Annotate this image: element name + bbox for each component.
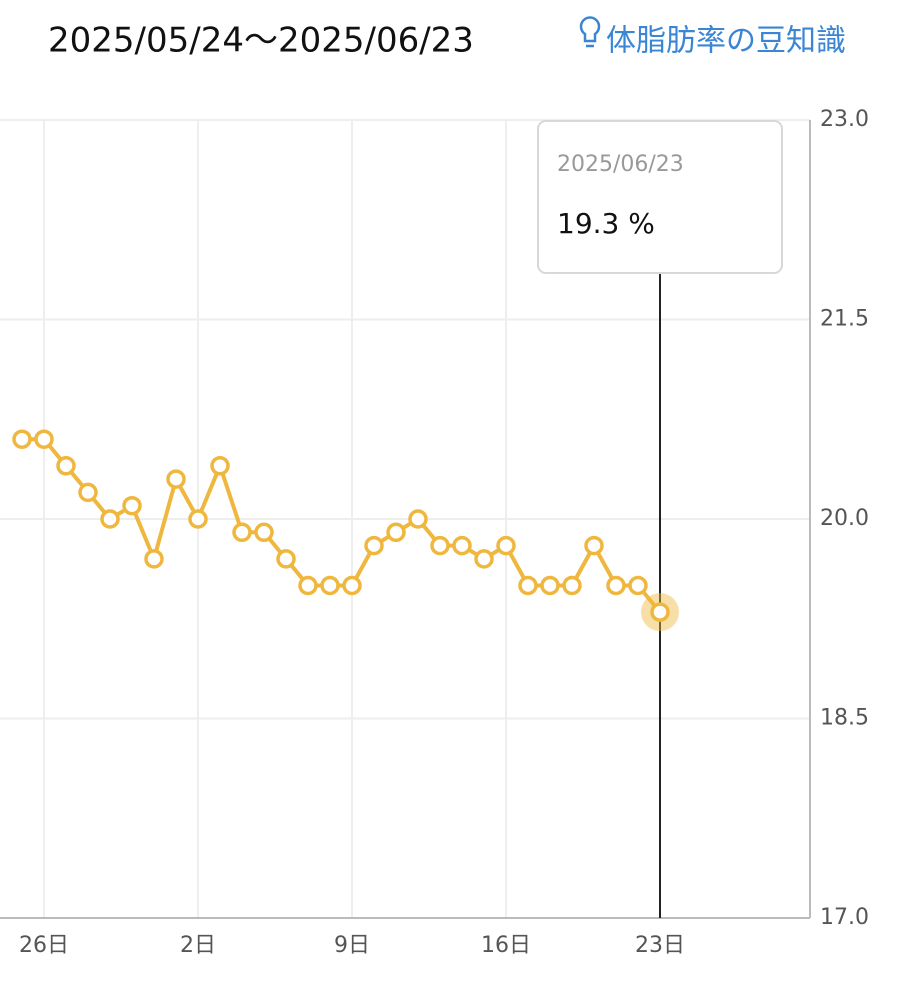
tooltip-date: 2025/06/23	[557, 152, 684, 177]
data-point	[540, 575, 560, 596]
data-point	[584, 535, 604, 556]
x-tick-label: 9日	[334, 933, 370, 958]
data-point	[452, 535, 472, 556]
data-point	[232, 522, 252, 543]
link-text[interactable]: 体脂肪率の豆知識	[606, 24, 846, 59]
data-point	[298, 575, 318, 596]
data-point	[430, 535, 450, 556]
x-tick-label: 23日	[635, 933, 685, 958]
data-point	[254, 522, 274, 543]
data-point	[408, 509, 428, 529]
data-point	[12, 429, 32, 449]
date-range: 2025/05/24～2025/06/23	[48, 21, 474, 61]
data-point	[56, 456, 76, 476]
y-tick-label: 17.0	[820, 905, 869, 930]
data-point	[210, 456, 230, 476]
data-point	[78, 482, 98, 503]
data-point	[386, 522, 406, 543]
tooltip-value: 19.3 %	[557, 207, 655, 240]
data-point	[276, 549, 296, 569]
data-point	[364, 535, 384, 556]
bulb-icon	[579, 16, 601, 48]
y-tick-label: 20.0	[820, 506, 869, 531]
data-point	[166, 469, 186, 489]
y-tick-label: 23.0	[820, 107, 869, 132]
tips-link[interactable]: 体脂肪率の豆知識	[579, 16, 846, 59]
data-point	[122, 495, 142, 516]
tooltip-box	[537, 120, 783, 274]
data-point	[650, 602, 670, 622]
data-point	[562, 575, 582, 596]
data-point	[320, 575, 340, 596]
tooltip: 2025/06/23 19.3 %	[537, 120, 783, 274]
x-tick-label: 2日	[180, 933, 216, 958]
data-point	[496, 535, 516, 556]
data-point	[188, 509, 208, 529]
data-point	[606, 575, 626, 596]
data-point	[34, 429, 54, 449]
data-point	[144, 549, 164, 569]
y-tick-label: 21.5	[820, 307, 869, 332]
y-tick-label: 18.5	[820, 706, 869, 731]
data-point	[342, 575, 362, 596]
data-point	[474, 549, 494, 569]
data-point	[518, 575, 538, 596]
data-point	[100, 509, 120, 529]
x-tick-label: 16日	[481, 933, 531, 958]
x-tick-label: 26日	[19, 933, 69, 958]
data-point	[628, 575, 648, 596]
